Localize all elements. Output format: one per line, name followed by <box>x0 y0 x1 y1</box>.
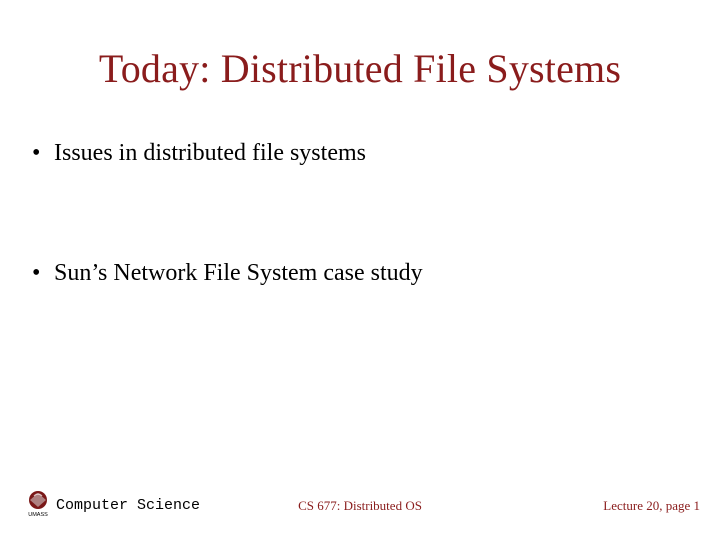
bullet-item: Sun’s Network File System case study <box>28 258 688 288</box>
bullet-text: Issues in distributed file systems <box>54 140 366 166</box>
bullet-text: Sun’s Network File System case study <box>54 260 423 286</box>
footer-lecture: Lecture 20, page 1 <box>603 498 700 514</box>
bullet-item: Issues in distributed file systems <box>28 138 688 168</box>
footer: UMASS Computer Science CS 677: Distribut… <box>0 488 720 518</box>
slide: Today: Distributed File Systems Issues i… <box>0 0 720 540</box>
bullet-list: Issues in distributed file systems Sun’s… <box>28 138 688 378</box>
slide-title: Today: Distributed File Systems <box>0 45 720 92</box>
